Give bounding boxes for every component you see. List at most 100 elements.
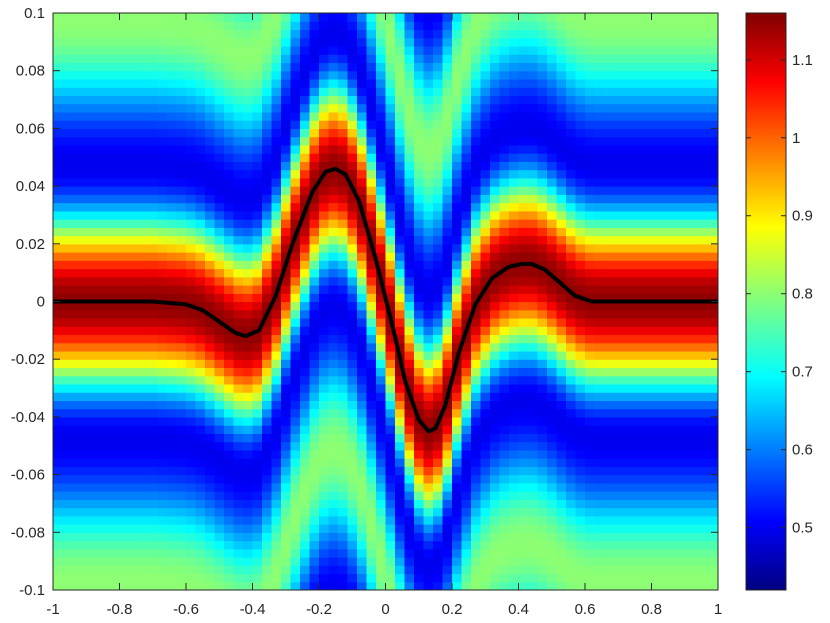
heatmap-cell [176, 153, 187, 162]
heatmap-cell [442, 268, 453, 278]
heatmap-cell [366, 392, 377, 402]
heatmap-cell [262, 425, 273, 434]
heatmap-cell [670, 565, 681, 575]
heatmap-cell [699, 449, 710, 459]
heatmap-cell [452, 78, 463, 88]
heatmap-cell [395, 532, 406, 542]
heatmap-cell [157, 342, 168, 352]
heatmap-cell [357, 408, 368, 418]
heatmap-cell [613, 548, 624, 558]
heatmap-cell [594, 144, 605, 154]
heatmap-cell [262, 383, 273, 393]
heatmap-cell [661, 441, 672, 451]
heatmap-cell [262, 285, 273, 294]
heatmap-cell [110, 37, 121, 47]
heatmap-cell [138, 202, 149, 212]
heatmap-cell [452, 177, 463, 187]
heatmap-cell [138, 334, 149, 344]
heatmap-cell [157, 425, 168, 434]
heatmap-cell [366, 367, 377, 377]
heatmap-cell [309, 540, 320, 550]
heatmap-cell [699, 128, 710, 138]
heatmap-cell [309, 474, 320, 484]
heatmap-cell [224, 260, 235, 270]
heatmap-cell [357, 573, 368, 583]
heatmap-cell [328, 326, 339, 336]
heatmap-cell [385, 194, 396, 204]
heatmap-cell [452, 449, 463, 459]
heatmap-cell [661, 87, 672, 97]
heatmap-cell [442, 87, 453, 97]
heatmap-cell [414, 326, 425, 336]
heatmap-cell [91, 400, 102, 410]
heatmap-cell [309, 111, 320, 121]
heatmap-cell [518, 342, 529, 352]
heatmap-cell [689, 350, 700, 360]
heatmap-cell [613, 144, 624, 154]
heatmap-cell [167, 425, 178, 434]
heatmap-cell [224, 548, 235, 558]
heatmap-cell [186, 186, 197, 195]
heatmap-cell [528, 111, 539, 121]
heatmap-cell [290, 260, 301, 270]
heatmap-cell [357, 449, 368, 459]
heatmap-cell [499, 507, 510, 517]
heatmap-cell [205, 62, 216, 72]
heatmap-cell [604, 276, 615, 286]
heatmap-cell [433, 342, 444, 352]
heatmap-cell [585, 301, 596, 311]
heatmap-cell [490, 62, 501, 72]
heatmap-cell [62, 359, 73, 369]
heatmap-cell [442, 227, 453, 237]
heatmap-cell [623, 515, 634, 525]
heatmap-cell [499, 45, 510, 55]
heatmap-cell [708, 54, 718, 64]
heatmap-cell [433, 202, 444, 212]
heatmap-cell [585, 293, 596, 303]
heatmap-cell [680, 507, 691, 517]
heatmap-cell [689, 309, 700, 319]
heatmap-cell [214, 350, 225, 360]
heatmap-cell [699, 326, 710, 336]
heatmap-cell [376, 235, 387, 245]
heatmap-cell [594, 400, 605, 410]
heatmap-cell [281, 474, 292, 484]
heatmap-cell [252, 194, 263, 204]
heatmap-cell [575, 383, 586, 393]
heatmap-cell [72, 252, 83, 261]
heatmap-cell [195, 144, 206, 154]
heatmap-cell [195, 252, 206, 261]
heatmap-cell [81, 103, 92, 113]
heatmap-cell [224, 186, 235, 195]
heatmap-cell [566, 548, 577, 558]
heatmap-cell [385, 37, 396, 47]
heatmap-cell [129, 276, 140, 286]
heatmap-cell [233, 78, 244, 88]
heatmap-cell [205, 375, 216, 385]
heatmap-cell [271, 227, 282, 237]
heatmap-cell [167, 136, 178, 146]
heatmap-cell [81, 540, 92, 550]
heatmap-cell [195, 260, 206, 270]
heatmap-cell [385, 144, 396, 154]
heatmap-cell [376, 243, 387, 253]
heatmap-cell [471, 449, 482, 459]
heatmap-cell [404, 54, 415, 64]
heatmap-cell [357, 507, 368, 517]
heatmap-cell [148, 466, 159, 476]
heatmap-cell [205, 317, 216, 327]
heatmap-cell [452, 293, 463, 303]
heatmap-cell [604, 194, 615, 204]
heatmap-cell [271, 326, 282, 336]
heatmap-cell [81, 317, 92, 327]
heatmap-cell [214, 581, 225, 590]
heatmap-cell [110, 416, 121, 426]
heatmap-cell [613, 515, 624, 525]
heatmap-cell [167, 285, 178, 294]
heatmap-cell [680, 21, 691, 31]
heatmap-cell [604, 128, 615, 138]
heatmap-cell [176, 416, 187, 426]
heatmap-cell [395, 70, 406, 80]
heatmap-cell [176, 507, 187, 517]
heatmap-cell [233, 29, 244, 39]
